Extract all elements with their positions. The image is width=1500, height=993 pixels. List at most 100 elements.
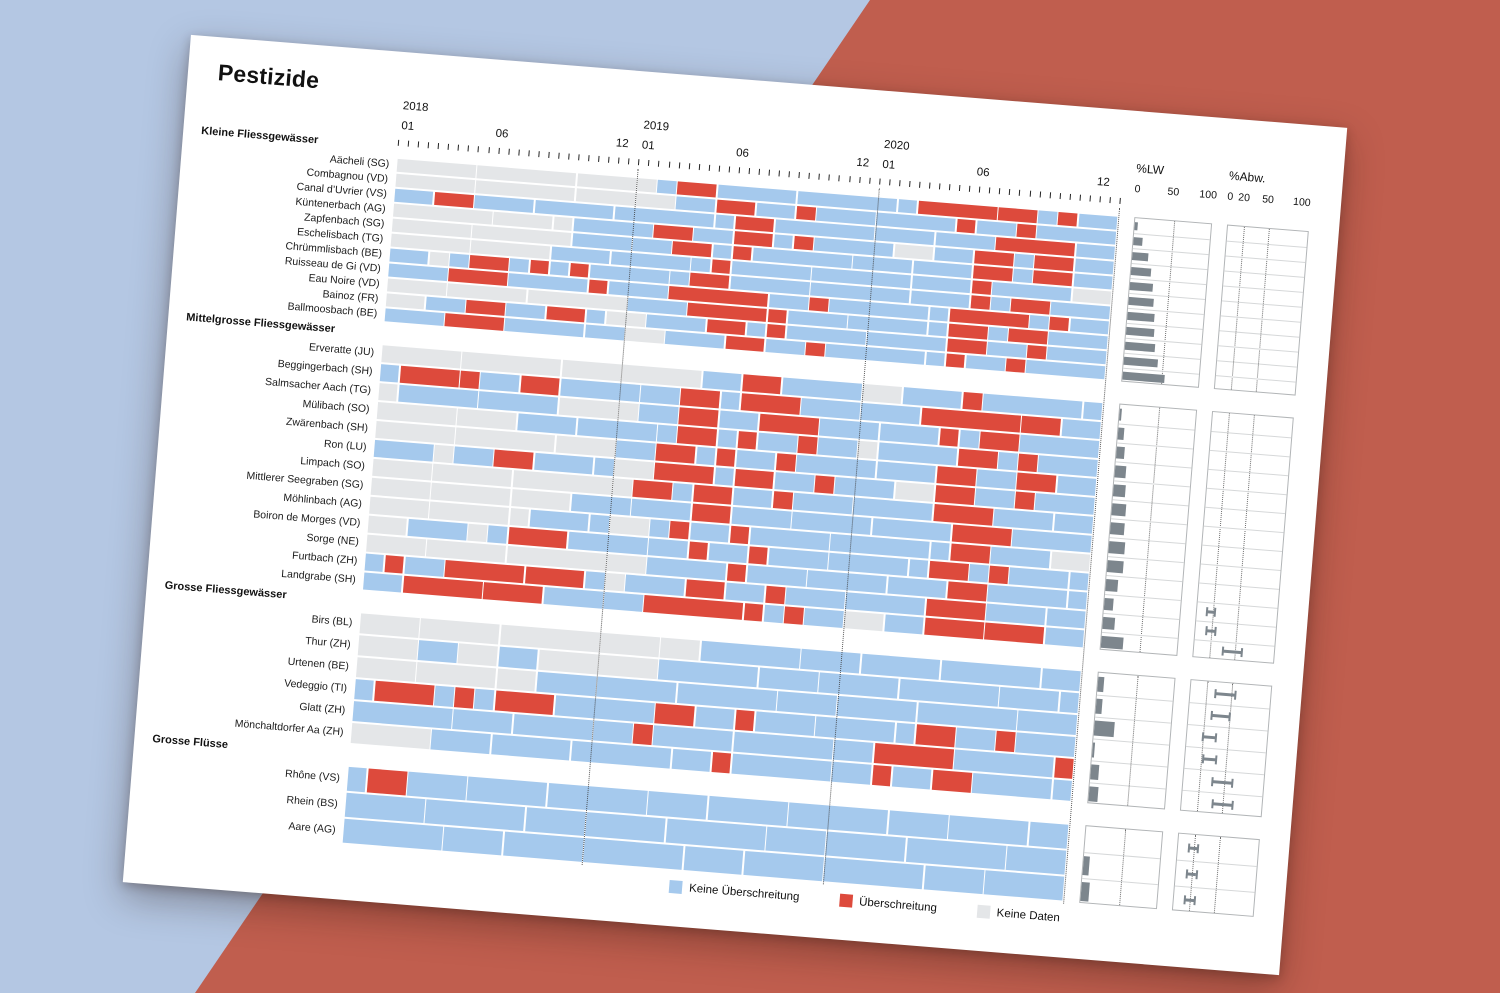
timeline-segment: [624, 574, 685, 596]
timeline-segment: [974, 250, 1014, 267]
axis-tick-mark: [898, 180, 901, 187]
timeline-segment: [796, 206, 816, 220]
timeline-segment: [988, 326, 1008, 341]
timeline-segment: [818, 672, 899, 699]
timeline-segment: [1073, 273, 1113, 290]
axis-tick-mark: [828, 174, 831, 181]
timeline-segment: [999, 686, 1060, 712]
axis-tick-mark: [788, 171, 791, 178]
row-label: Rhein (BS): [286, 793, 339, 810]
abw-range-bar: [1211, 713, 1230, 718]
axis-tick-mark: [407, 140, 410, 147]
timeline-segment: [456, 408, 517, 430]
timeline-segment: [1035, 493, 1095, 515]
timeline-segment: [378, 383, 398, 402]
axis-tick-mark: [517, 149, 520, 156]
timeline-segment: [640, 385, 681, 405]
legend-label: Überschreitung: [858, 895, 938, 914]
timeline-segment: [836, 695, 918, 722]
axis-tick-mark: [628, 158, 630, 165]
axis-tick-mark: [818, 173, 821, 180]
timeline-segment: [1074, 258, 1114, 275]
timeline-segment: [775, 453, 796, 472]
axis-tick-mark: [1029, 190, 1031, 197]
timeline-segment: [955, 727, 996, 751]
timeline-segment: [609, 516, 650, 536]
timeline-segment: [711, 752, 732, 773]
timeline-segment: [505, 303, 546, 319]
timeline-segment: [816, 207, 876, 225]
timeline-segment: [857, 440, 878, 459]
timeline-segment: [496, 668, 537, 692]
timeline-segment: [912, 260, 973, 278]
timeline-segment: [364, 553, 385, 572]
timeline-segment: [910, 290, 970, 308]
lw-tick-50: 50: [1167, 185, 1180, 199]
timeline-segment: [592, 720, 633, 743]
legend-item-no-data: Keine Daten: [976, 904, 1060, 925]
timeline-segment: [765, 585, 786, 604]
axis-tick-mark: [838, 175, 841, 182]
timeline-segment: [834, 477, 895, 499]
timeline-segment: [1015, 732, 1076, 757]
lw-value-bar: [1097, 676, 1105, 692]
timeline-segment: [860, 653, 941, 680]
timeline-segment: [852, 255, 913, 273]
abw-range-cap: [1228, 711, 1232, 721]
lw-tick-0: 0: [1134, 183, 1141, 196]
timeline-segment: [599, 632, 660, 657]
timeline-segment: [497, 646, 538, 670]
timeline-segment: [758, 667, 819, 692]
timeline-segment: [357, 635, 418, 660]
timeline-segment: [434, 685, 455, 707]
axis-tick-mark: [397, 139, 400, 146]
timeline-segment: [951, 524, 1012, 546]
timeline-segment: [763, 604, 784, 623]
axis-year-label: 2020: [883, 138, 911, 153]
timeline-segment: [493, 449, 534, 470]
lw-value-bar: [1127, 311, 1155, 322]
timeline-segment: [671, 748, 712, 772]
timeline-segment: [529, 509, 590, 531]
abw-range-cap: [1231, 800, 1234, 810]
axis-tick-mark: [568, 153, 570, 160]
timeline-segment: [572, 233, 632, 251]
axis-month-label: 01: [881, 158, 896, 172]
lw-value-bar: [1109, 521, 1125, 535]
lw-tick-100: 100: [1198, 188, 1218, 202]
timeline-segment: [549, 261, 570, 276]
row-label: Aare (AG): [288, 819, 337, 836]
legend-item-exceedance: Überschreitung: [838, 893, 938, 915]
timeline-segment: [894, 481, 935, 502]
timeline-segment: [631, 498, 691, 520]
lw-value-bar: [1129, 281, 1154, 292]
timeline-segment: [733, 231, 774, 247]
timeline-segment: [677, 426, 718, 446]
lw-axis-title: %LW: [1135, 161, 1165, 178]
row-label: Rhône (VS): [284, 767, 341, 784]
timeline-segment: [669, 271, 690, 286]
timeline-segment: [1021, 415, 1061, 436]
timeline-segment: [737, 431, 758, 449]
abw-range-cap: [1213, 688, 1217, 698]
timeline-segment: [694, 706, 735, 730]
timeline-segment: [931, 769, 972, 793]
timeline-segment: [715, 199, 756, 216]
timeline-segment: [404, 556, 445, 577]
timeline-segment: [800, 648, 861, 673]
axis-tick-mark: [768, 169, 771, 176]
timeline-segment: [897, 199, 918, 214]
axis-tick-mark: [477, 146, 480, 153]
timeline-segment: [712, 244, 732, 259]
timeline-segment: [930, 541, 951, 560]
abw-range-cap: [1183, 894, 1187, 904]
axis-tick-mark: [648, 159, 650, 167]
timeline-segment: [1053, 513, 1094, 534]
timeline-segment: [797, 435, 818, 454]
abw-mini-chart: [1171, 832, 1260, 917]
abw-gridline: [1213, 836, 1221, 913]
section-label: Grosse Fliessgewässer: [164, 579, 288, 602]
lw-value-bar: [1125, 326, 1155, 337]
timeline-segment: [928, 560, 969, 581]
timeline-segment: [509, 508, 530, 526]
